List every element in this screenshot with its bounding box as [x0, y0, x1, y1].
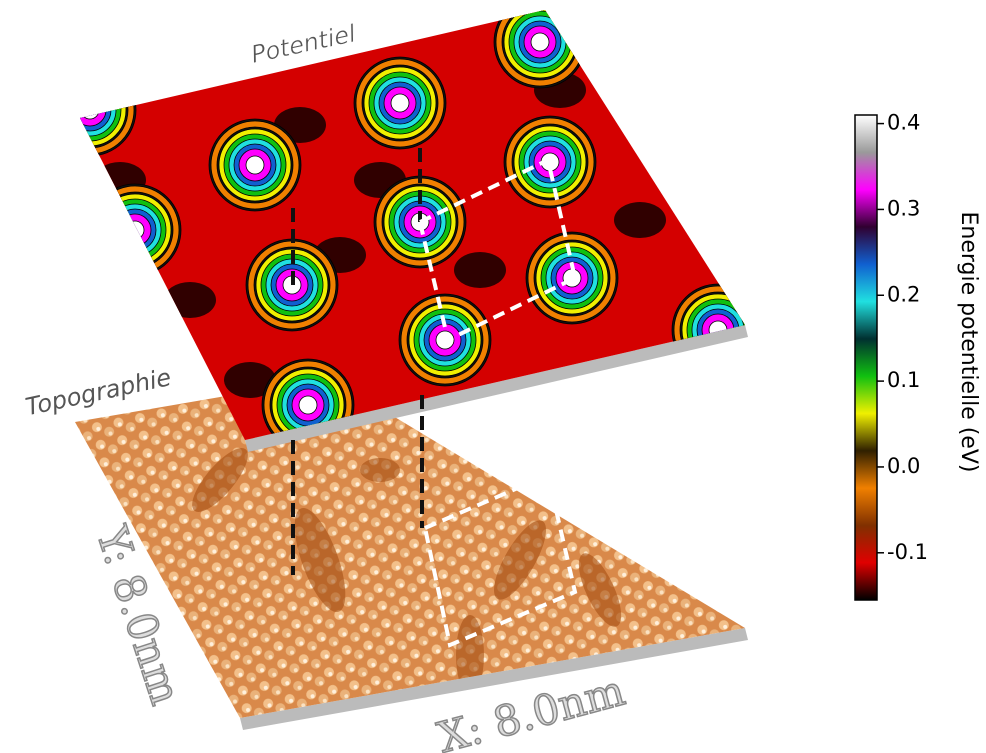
potential-ring — [80, 93, 107, 127]
potential-ring — [298, 395, 318, 415]
potential-ring — [125, 220, 145, 240]
dark-well — [164, 282, 216, 318]
dark-well — [624, 102, 676, 138]
topography-surface — [75, 378, 748, 730]
dark-well — [224, 362, 276, 398]
potential-ring — [390, 93, 410, 113]
colorbar-title: Energie potentielle (eV) — [956, 212, 981, 473]
dark-well — [454, 252, 506, 288]
potential-ring — [530, 32, 550, 52]
potential-ring — [245, 155, 265, 175]
colorbar-tick-label: 0.4 — [887, 111, 920, 135]
colorbar-tick-label: 0.3 — [887, 196, 920, 220]
potential-ring — [118, 213, 152, 247]
colorbar-tick-label: -0.1 — [887, 540, 928, 564]
potential-ring — [435, 330, 455, 350]
unit-cell — [417, 157, 578, 648]
colorbar-scale — [854, 114, 878, 601]
colorbar-tick-label: 0.0 — [887, 454, 920, 478]
guide-lines — [291, 148, 424, 575]
colorbar: Energie potentielle (eV) 0.4 0.3 0.2 0.1 0.0… — [854, 111, 981, 601]
dark-well — [614, 202, 666, 238]
potential-ring — [80, 100, 100, 120]
colorbar-tick-label: 0.2 — [887, 282, 920, 306]
colorbar-tick-label: 0.1 — [887, 368, 920, 392]
